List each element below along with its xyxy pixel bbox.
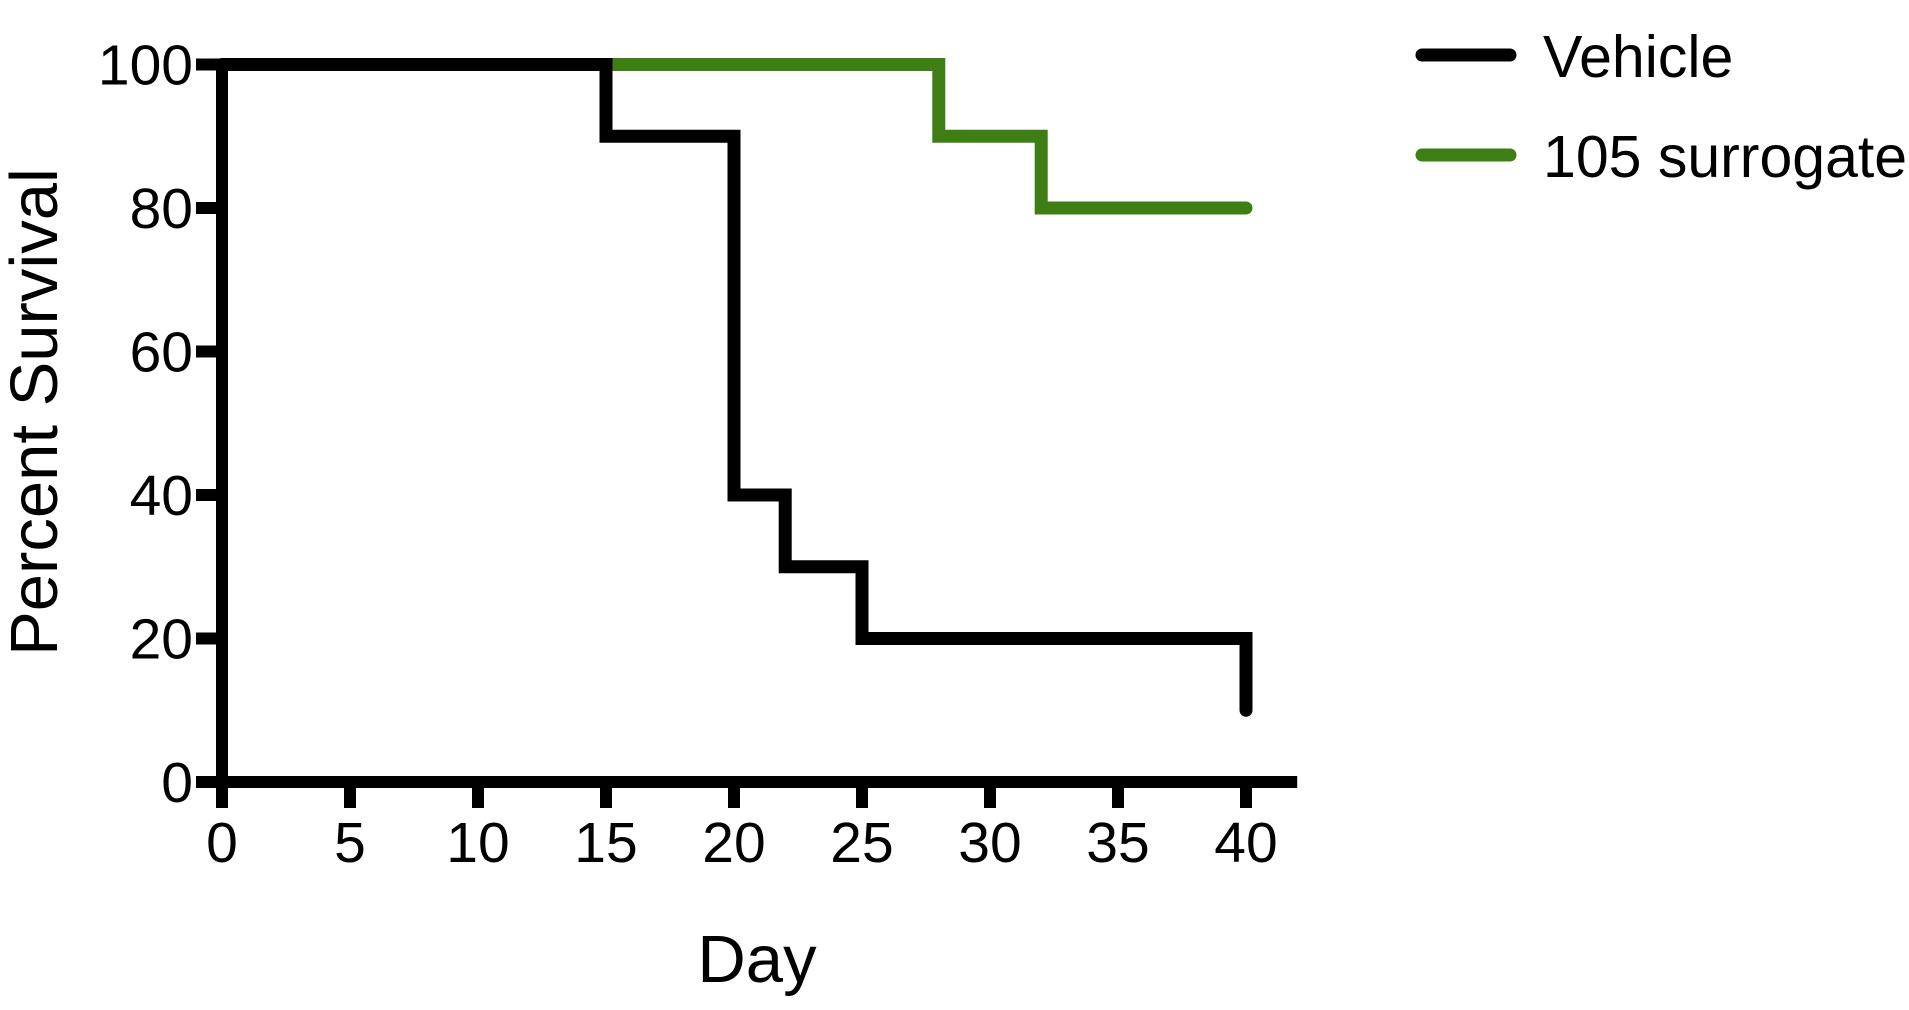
x-tick-label: 15: [574, 811, 637, 875]
x-tick-label: 5: [334, 811, 366, 875]
y-tick-label: 80: [130, 177, 193, 241]
x-tick-label: 30: [958, 811, 1021, 875]
legend: Vehicle 105 surrogate: [1415, 24, 1907, 190]
x-tick-label: 25: [830, 811, 893, 875]
x-tick-label: 0: [206, 811, 238, 875]
y-axis-title: Percent Survival: [0, 168, 72, 656]
y-tick-label: 100: [98, 34, 193, 98]
x-tick-label: 40: [1214, 811, 1277, 875]
y-tick-label: 0: [161, 751, 193, 815]
y-tick-label: 40: [130, 464, 193, 528]
x-tick-label: 10: [446, 811, 509, 875]
series-curves: [215, 58, 1253, 717]
curve-vehicle: [215, 58, 1253, 717]
x-axis-title: Day: [697, 922, 817, 997]
y-tick-label: 20: [130, 608, 193, 672]
axes: 0 5 10 15 20 25 30 35 40 0 20 40 60 80 100: [98, 34, 1298, 875]
legend-label-105-surrogate: 105 surrogate: [1543, 124, 1907, 190]
y-tick-label: 60: [130, 321, 193, 385]
legend-label-vehicle: Vehicle: [1543, 24, 1733, 90]
curve-105-surrogate: [215, 58, 1253, 215]
x-tick-label: 35: [1086, 811, 1149, 875]
x-tick-label: 20: [702, 811, 765, 875]
